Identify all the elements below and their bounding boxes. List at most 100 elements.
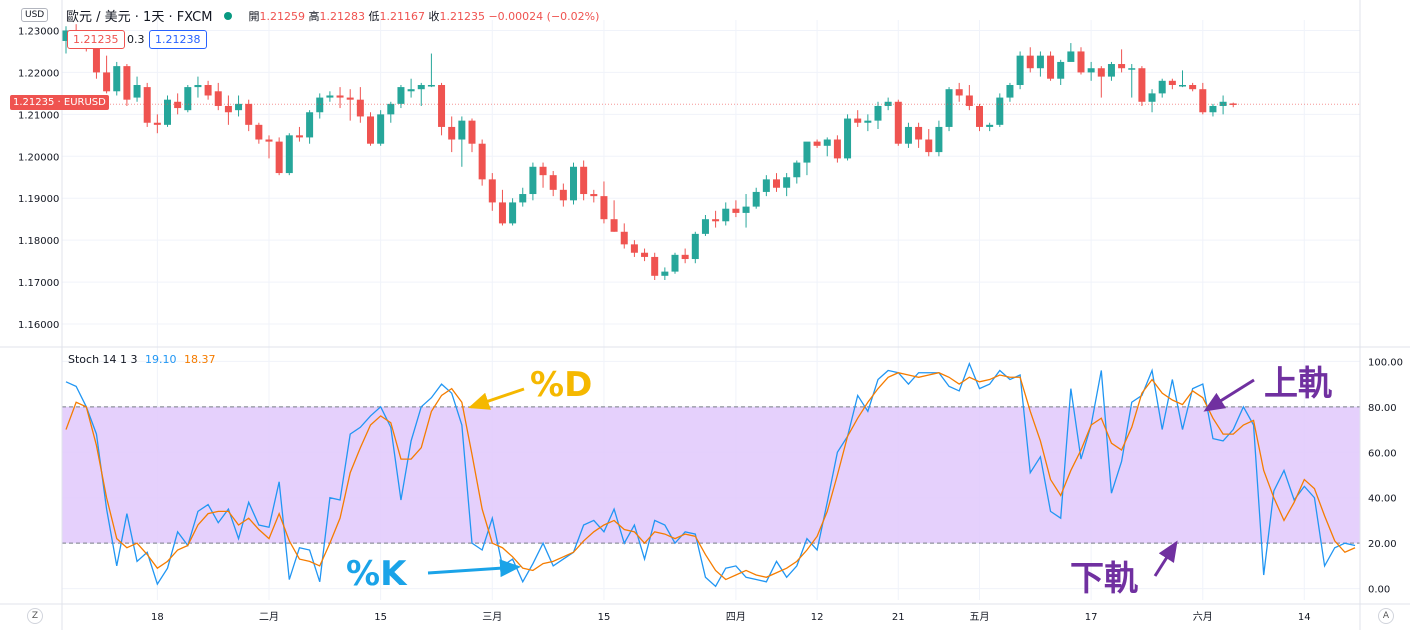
stoch-tick-label: 100.00 [1368, 357, 1403, 368]
candle-body [1016, 55, 1024, 85]
candle-body [762, 179, 770, 192]
auto-scale-button[interactable]: A [1378, 608, 1394, 624]
stoch-legend[interactable]: Stoch 14 1 3 19.10 18.37 [68, 353, 216, 366]
candle-body [417, 85, 425, 90]
sell-price-button[interactable]: 1.21235 [67, 30, 125, 49]
candle-body [356, 99, 364, 117]
d-arrow [468, 387, 525, 410]
time-tick-label: 12 [811, 612, 824, 623]
time-tick-label: 三月 [482, 611, 502, 623]
candle-body [204, 85, 212, 96]
stoch-tick-label: 0.00 [1368, 585, 1390, 596]
candle-body [377, 114, 385, 144]
candle-body [1047, 55, 1055, 79]
candle-body [925, 139, 933, 153]
candle-body [803, 141, 811, 163]
candle-body [600, 196, 608, 220]
candle-body [874, 105, 882, 121]
price-tick-label: 1.22000 [18, 68, 59, 79]
candle-body [701, 219, 709, 234]
annotation-d: %D [530, 365, 593, 405]
candle-body [235, 103, 243, 111]
annotation-upper: 上軌 [1264, 364, 1332, 404]
candle-body [1006, 85, 1014, 98]
candle-body [1179, 85, 1186, 87]
candle-body [133, 85, 141, 98]
candle-body [732, 208, 740, 213]
candle-body [1168, 80, 1176, 85]
time-tick-label: 17 [1085, 612, 1098, 623]
candle-body [549, 175, 557, 190]
stoch-d-value: 18.37 [184, 353, 216, 366]
candle-body [722, 208, 730, 222]
stoch-tick-label: 20.00 [1368, 539, 1397, 550]
candle-body [1229, 103, 1237, 105]
annotation-lower: 下軌 [1070, 559, 1138, 599]
time-tick-label: 二月 [259, 611, 279, 623]
candle-body [387, 103, 395, 115]
price-tick-label: 1.23000 [18, 26, 59, 37]
candle-body [1118, 64, 1126, 69]
candle-body [651, 256, 659, 276]
time-tick-label: 14 [1298, 612, 1311, 623]
annotation-arrows [427, 378, 1255, 578]
candle-body [468, 120, 476, 144]
candle-body [164, 99, 171, 125]
zoom-reset-button[interactable]: Z [27, 608, 43, 624]
price-tick-label: 1.20000 [18, 152, 59, 163]
candle-body [935, 126, 943, 153]
price-tick-label: 1.21000 [18, 110, 59, 121]
open-label: 開 [248, 9, 260, 23]
candle-body [488, 179, 496, 203]
chart-header: 歐元 / 美元 · 1天 · FXCM 開1.21259 高1.21283 低1… [66, 6, 599, 26]
buy-price-button[interactable]: 1.21238 [149, 30, 207, 49]
candle-body [691, 233, 699, 260]
low-value: 1.21167 [379, 9, 425, 23]
candle-body [194, 85, 202, 88]
annotation-k: %K [346, 554, 407, 594]
time-tick-label: 15 [598, 612, 611, 623]
candle-body [955, 89, 963, 96]
candle-body [224, 105, 232, 113]
candle-body [752, 191, 760, 207]
candle-body [153, 122, 161, 125]
change-value: −0.00024 (−0.02%) [488, 9, 600, 23]
candle-body [275, 141, 283, 174]
open-value: 1.21259 [259, 9, 305, 23]
high-label: 高 [308, 9, 320, 23]
candle-body [884, 101, 892, 106]
candle-body [103, 72, 111, 92]
currency-button[interactable]: USD [21, 8, 49, 22]
candle-body [1158, 80, 1166, 94]
candle-body [773, 179, 780, 188]
candle-body [793, 162, 801, 178]
candle-body [986, 124, 994, 127]
price-tick-label: 1.17000 [18, 278, 59, 289]
close-value: 1.21235 [439, 9, 485, 23]
current-price-tag: 1.21235 · EURUSD [10, 95, 109, 110]
candle-body [346, 97, 354, 100]
candle-body [1107, 64, 1115, 77]
candle-body [92, 47, 100, 73]
candle-body [1087, 68, 1095, 73]
candle-body [478, 143, 486, 180]
candle-body [326, 95, 334, 98]
candle-body [539, 166, 547, 176]
candle-body [143, 87, 151, 123]
candle-body [580, 166, 588, 195]
candle-body [336, 95, 344, 98]
candle-body [590, 194, 598, 197]
candle-body [864, 120, 872, 123]
stoch-name: Stoch 14 1 3 [68, 353, 138, 366]
lower-arrow [1153, 540, 1178, 577]
price-tick-label: 1.18000 [18, 236, 59, 247]
candle-body [813, 141, 821, 146]
candle-body [367, 116, 374, 144]
market-status-dot-icon [224, 11, 233, 20]
upper-arrow [1203, 378, 1255, 412]
symbol-title[interactable]: 歐元 / 美元 · 1天 · FXCM [66, 10, 213, 25]
time-tick-label: 六月 [1193, 611, 1213, 623]
candles [62, 24, 1237, 280]
ohlc-values: 開1.21259 高1.21283 低1.21167 收1.21235 −0.0… [248, 8, 599, 24]
